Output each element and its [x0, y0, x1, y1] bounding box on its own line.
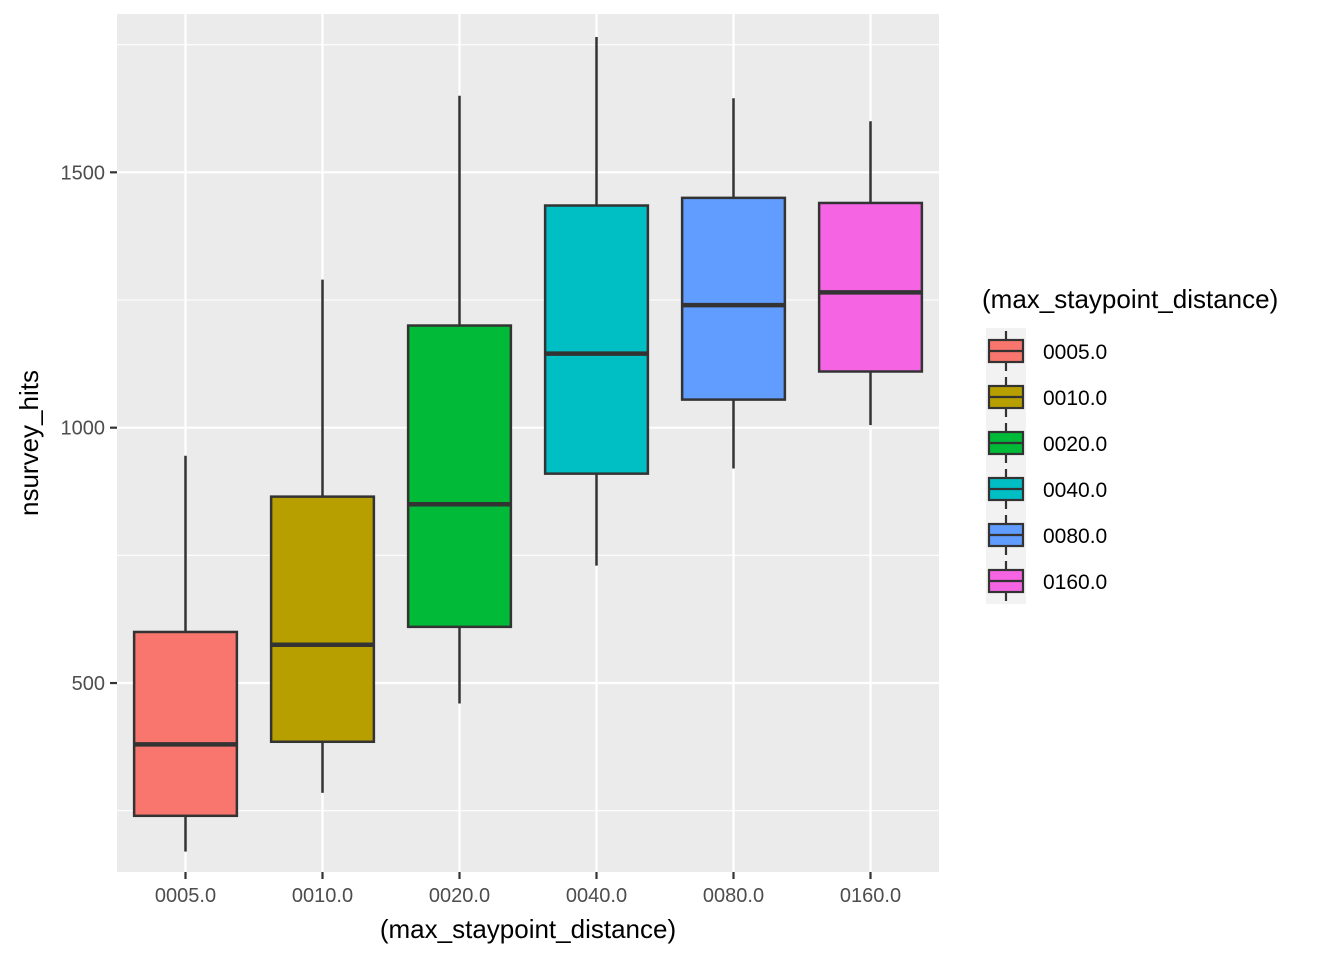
- y-tick-label: 500: [72, 673, 105, 695]
- box-body: [680, 196, 787, 401]
- y-tick-label: 1000: [61, 418, 106, 440]
- legend-label: 0005.0: [1043, 341, 1107, 364]
- legend-label: 0040.0: [1043, 479, 1107, 502]
- box-body: [269, 495, 376, 744]
- box-body: [132, 630, 239, 818]
- legend-label: 0010.0: [1043, 387, 1107, 410]
- legend: (max_staypoint_distance) 0005.0 0010.0 002…: [982, 284, 1278, 604]
- plot-panel: [117, 14, 939, 872]
- x-tick-label: 0160.0: [840, 885, 901, 907]
- x-tick-label: 0020.0: [429, 885, 490, 907]
- legend-label: 0080.0: [1043, 525, 1107, 548]
- box-body: [543, 204, 650, 475]
- x-axis: 0005.0 0010.0 0020.0 0040.0 0080.0 0160.0: [155, 872, 901, 907]
- box-0005.0: [132, 455, 239, 852]
- box-0020.0: [406, 95, 513, 704]
- legend-item-0020.0: 0020.0: [986, 420, 1107, 466]
- box-body: [406, 324, 513, 629]
- y-axis-title: nsurvey_hits: [14, 370, 44, 516]
- box-0040.0: [543, 36, 650, 566]
- legend-items: 0005.0 0010.0 0020.0 0040.0 0080.0 0160.0: [986, 328, 1107, 604]
- legend-item-0010.0: 0010.0: [986, 374, 1107, 420]
- legend-item-0160.0: 0160.0: [986, 558, 1107, 604]
- legend-item-0040.0: 0040.0: [986, 466, 1107, 512]
- box-body: [817, 201, 924, 373]
- x-tick-label: 0010.0: [292, 885, 353, 907]
- box-0010.0: [269, 279, 376, 793]
- x-tick-label: 0080.0: [703, 885, 764, 907]
- legend-title: (max_staypoint_distance): [982, 284, 1278, 314]
- legend-label: 0160.0: [1043, 571, 1107, 594]
- boxplot-series: [132, 36, 924, 852]
- x-tick-label: 0040.0: [566, 885, 627, 907]
- legend-item-0005.0: 0005.0: [986, 328, 1107, 374]
- x-tick-label: 0005.0: [155, 885, 216, 907]
- y-tick-label: 1500: [61, 162, 106, 184]
- box-0160.0: [817, 121, 924, 426]
- legend-label: 0020.0: [1043, 433, 1107, 456]
- box-0080.0: [680, 98, 787, 469]
- y-axis: 500 1000 1500: [61, 162, 117, 695]
- x-axis-title: (max_staypoint_distance): [380, 914, 676, 944]
- legend-item-0080.0: 0080.0: [986, 512, 1107, 558]
- minor-gridlines: [117, 44, 939, 812]
